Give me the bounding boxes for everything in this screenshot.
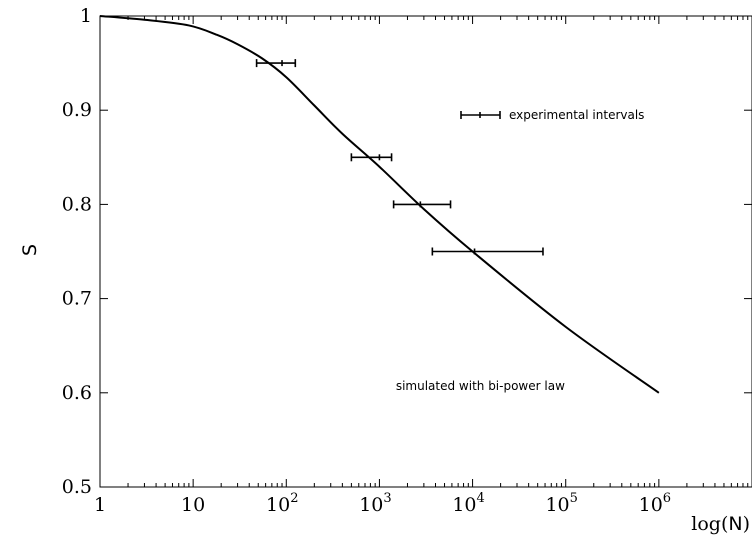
error-bar (350, 153, 393, 162)
legend-error-bar-sample (460, 111, 501, 119)
x-tick-exp: 4 (477, 491, 485, 506)
y-axis-label: S (19, 244, 41, 256)
y-tick-label: 0.5 (62, 476, 92, 498)
x-tick-label: 104 (452, 491, 484, 516)
error-bar (431, 247, 544, 256)
x-axis-label-var: N (728, 513, 742, 535)
curve-annotation: simulated with bi-power law (396, 379, 565, 393)
x-tick-label: 106 (639, 491, 671, 516)
y-tick-label: 1 (80, 5, 92, 27)
x-tick-base: 10 (452, 494, 476, 516)
x-tick-base: 10 (545, 494, 569, 516)
y-tick-label: 0.9 (62, 99, 92, 121)
x-tick-base: 10 (359, 494, 383, 516)
x-tick-base: 1 (94, 494, 106, 516)
plot-area (99, 15, 752, 488)
y-tick-label: 0.6 (62, 382, 92, 404)
x-tick-base: 10 (181, 494, 205, 516)
y-tick-label: 0.7 (62, 288, 92, 310)
error-bar (255, 59, 297, 68)
x-tick-label: 102 (266, 491, 298, 516)
x-axis-label-suffix: ) (743, 513, 750, 535)
x-axis-label-prefix: log( (691, 513, 728, 535)
error-bar (392, 200, 452, 209)
annotations: simulated with bi-power law (396, 379, 565, 393)
x-tick-label: 103 (359, 491, 391, 516)
simulated-curve (99, 15, 660, 394)
experimental-error-bars (255, 59, 544, 256)
x-tick-exp: 6 (663, 491, 671, 506)
x-tick-base: 10 (639, 494, 663, 516)
x-tick-exp: 2 (290, 491, 298, 506)
x-axis-ticks: 1 10 102 103 104 105 106 (94, 16, 749, 516)
legend: experimental intervals (460, 108, 644, 122)
x-tick-base: 10 (266, 494, 290, 516)
x-tick-label: 1 (94, 494, 106, 516)
y-tick-label: 0.8 (62, 193, 92, 215)
x-tick-exp: 3 (383, 491, 391, 506)
x-tick-label: 105 (545, 491, 577, 516)
legend-marker (460, 111, 501, 119)
x-axis-label: log(N) (691, 513, 750, 535)
x-tick-exp: 5 (570, 491, 578, 506)
y-axis-ticks: 0.5 0.6 0.7 0.8 0.9 1 (62, 5, 752, 498)
x-tick-label: 10 (181, 494, 205, 516)
legend-label: experimental intervals (509, 108, 644, 122)
